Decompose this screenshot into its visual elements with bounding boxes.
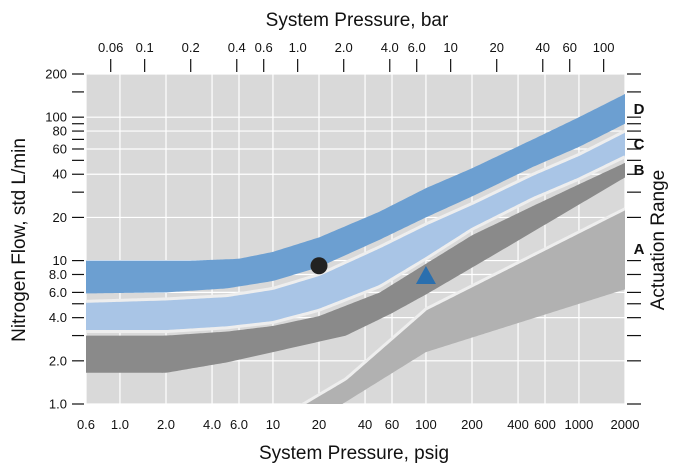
x-tick-label-60: 60 [385, 417, 399, 432]
y-tick-label-6.0: 6.0 [49, 285, 67, 300]
x-tick-label-0.6: 0.6 [77, 417, 95, 432]
y-tick-label-200: 200 [45, 67, 67, 82]
y-tick-label-80: 80 [53, 124, 67, 139]
x-tick-label-1000: 1000 [564, 417, 593, 432]
top-tick-label-0.4: 0.4 [228, 40, 246, 55]
x-tick-label-2.0: 2.0 [157, 417, 175, 432]
top-tick-label-60: 60 [562, 40, 576, 55]
x-tick-label-10: 10 [266, 417, 280, 432]
top-tick-label-0.1: 0.1 [136, 40, 154, 55]
right-axis-title: Actuation Range [648, 170, 669, 311]
x-tick-label-6.0: 6.0 [230, 417, 248, 432]
y-tick-label-4.0: 4.0 [49, 310, 67, 325]
y-axis-title: Nitrogen Flow, std L/min [9, 138, 30, 342]
band-d [86, 94, 625, 294]
marker-triangle [415, 266, 436, 285]
top-tick-label-10: 10 [443, 40, 457, 55]
band-label-c: C [634, 136, 645, 153]
x-tick-label-40: 40 [358, 417, 372, 432]
band-label-d: D [634, 101, 645, 118]
band-a-upper-edge [300, 207, 625, 404]
y-tick-label-2.0: 2.0 [49, 353, 67, 368]
top-tick-label-6.0: 6.0 [408, 40, 426, 55]
top-tick-label-100: 100 [593, 40, 615, 55]
top-tick-label-0.06: 0.06 [98, 40, 123, 55]
x-tick-label-1.0: 1.0 [111, 417, 129, 432]
x-tick-label-400: 400 [507, 417, 529, 432]
band-c [86, 131, 625, 332]
top-axis-title: System Pressure, bar [266, 10, 449, 31]
x-axis-title: System Pressure, psig [259, 443, 449, 464]
y-tick-label-40: 40 [53, 167, 67, 182]
y-tick-label-8.0: 8.0 [49, 267, 67, 282]
band-c-upper-edge [86, 129, 625, 303]
top-tick-label-20: 20 [489, 40, 503, 55]
x-tick-label-200: 200 [461, 417, 483, 432]
top-tick-label-2.0: 2.0 [335, 40, 353, 55]
band-label-a: A [634, 241, 645, 258]
x-tick-label-20: 20 [312, 417, 326, 432]
top-tick-label-0.6: 0.6 [255, 40, 273, 55]
y-tick-label-100: 100 [45, 110, 67, 125]
band-b [86, 162, 625, 373]
x-tick-label-100: 100 [415, 417, 437, 432]
top-tick-label-1.0: 1.0 [289, 40, 307, 55]
band-a [303, 208, 625, 404]
band-label-b: B [634, 162, 645, 179]
x-tick-label-2000: 2000 [611, 417, 640, 432]
x-tick-label-4.0: 4.0 [203, 417, 221, 432]
top-tick-label-4.0: 4.0 [381, 40, 399, 55]
y-tick-label-10: 10 [53, 253, 67, 268]
top-tick-label-0.2: 0.2 [182, 40, 200, 55]
y-tick-label-1.0: 1.0 [49, 397, 67, 412]
y-tick-label-60: 60 [53, 141, 67, 156]
plot-area [86, 74, 625, 404]
marker-circle [310, 257, 328, 275]
top-tick-label-40: 40 [536, 40, 550, 55]
y-tick-label-20: 20 [53, 210, 67, 225]
band-c-lower-edge [86, 155, 625, 334]
x-tick-label-600: 600 [534, 417, 556, 432]
